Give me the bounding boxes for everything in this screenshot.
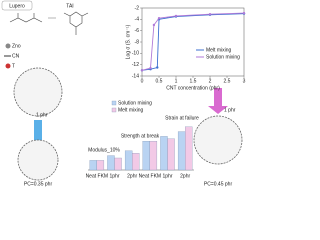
- point: [157, 17, 161, 20]
- x-tick-label: 2.5: [224, 78, 231, 84]
- phr-right: 1 phr: [224, 107, 236, 113]
- bar: [142, 141, 150, 171]
- t-dot: [5, 63, 11, 69]
- point: [174, 14, 178, 18]
- x-tick-label: 0: [141, 78, 144, 84]
- annotation: Strain at failure: [165, 115, 199, 121]
- arrow-right-head: [208, 106, 228, 114]
- annotation: Modulus_10%: [88, 147, 120, 153]
- legend-label: Melt mixing: [118, 107, 144, 113]
- annotation: Strength at break: [121, 133, 160, 139]
- x-tick-label: 1: [175, 78, 178, 84]
- t-label: T: [12, 63, 15, 69]
- x-tick-label: 2phr: [180, 173, 190, 179]
- x-tick-label: Neat FKM: [139, 173, 162, 179]
- bar: [89, 160, 97, 171]
- point: [152, 23, 156, 27]
- phr-left: 1 phr: [36, 112, 48, 118]
- legend-swatch: [111, 107, 117, 113]
- composite-left-2: [17, 139, 59, 181]
- molecules: [9, 11, 89, 35]
- point: [140, 69, 144, 72]
- y-tick-label: -2: [135, 5, 140, 11]
- tai-structure: [63, 11, 89, 35]
- legend-label: Solution mixing: [206, 54, 240, 60]
- plot-area: [141, 7, 245, 77]
- charts: -2 -4 -6 -8 -10 -12 -140 0.5 1 1.5 2 2.5 3 CNT concen…: [86, 5, 246, 179]
- x-tick-label: 2: [209, 78, 212, 84]
- x-axis-label: CNT concentration (phr): [166, 85, 220, 91]
- legend-label: Melt mixing: [206, 47, 232, 53]
- lupero-label: Lupero: [9, 3, 25, 9]
- point: [208, 13, 212, 16]
- bar: [114, 157, 122, 171]
- zno-label: Zno: [12, 43, 21, 49]
- bar: [132, 153, 140, 171]
- bar: [167, 138, 175, 171]
- x-tick-label: 3: [243, 78, 246, 84]
- y-tick-label: -6: [135, 28, 140, 34]
- y-tick-label: -10: [132, 51, 139, 57]
- tai-label: TAI: [66, 3, 73, 9]
- y-tick-label: -4: [135, 17, 140, 23]
- y-tick-label: -12: [132, 62, 139, 68]
- x-tick-label: 0.5: [156, 78, 163, 84]
- bar: [185, 126, 193, 171]
- bar: [149, 141, 158, 171]
- pc-right: PC=0.45 phr: [204, 181, 233, 187]
- pc-left: PC=0.35 phr: [24, 181, 53, 187]
- legend-label: Solution mixing: [118, 100, 152, 106]
- lupero-box: [1, 0, 33, 11]
- x-tick-label: Neat FKM: [86, 173, 109, 179]
- x-tick-label: 1phr: [162, 173, 172, 179]
- y-tick-label: -14: [132, 73, 139, 79]
- composite-right: [193, 115, 243, 165]
- point: [149, 66, 152, 70]
- bar: [160, 136, 168, 171]
- lupero-structure: [9, 13, 43, 23]
- x-tick-label: 2phr: [127, 173, 137, 179]
- graphical-abstract: Lupero TAI Zno CN T 1 phr PC=0.35 phr 1 …: [1, 0, 246, 187]
- legend-swatch: [111, 100, 117, 106]
- cn-label: CN: [12, 53, 20, 59]
- x-tick-label: 1phr: [109, 173, 119, 179]
- y-axis-label: Log σ (S. cm⁻¹): [125, 24, 131, 59]
- composite-left: [13, 67, 63, 117]
- zno-dot: [5, 43, 11, 49]
- bar: [96, 160, 105, 171]
- x-tick-label: 1.5: [190, 78, 197, 84]
- bar: [107, 155, 115, 171]
- point: [156, 66, 159, 69]
- bar: [124, 150, 133, 171]
- y-tick-label: -8: [135, 39, 140, 45]
- bar: [177, 131, 186, 171]
- point: [242, 11, 246, 15]
